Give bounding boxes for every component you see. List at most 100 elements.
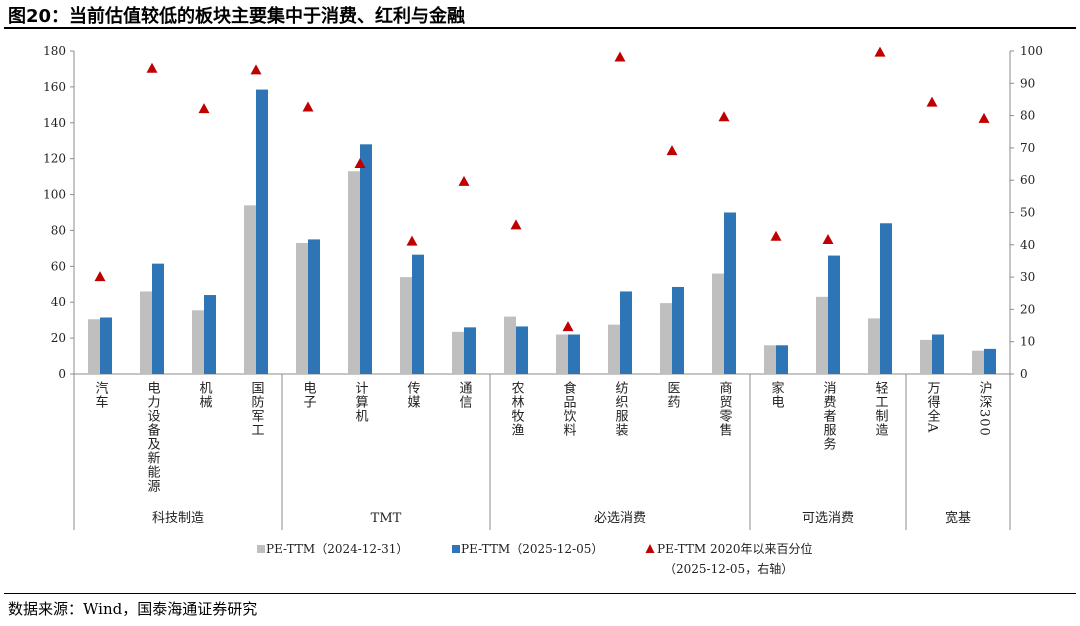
percentile-marker [874, 46, 886, 57]
category-label: 消费者服务 [821, 381, 837, 451]
bar-pe-2025 [776, 345, 788, 374]
legend-label-pe-2025: PE-TTM（2025-12-05） [461, 542, 603, 556]
bar-pe-2025 [620, 291, 632, 374]
right-tick-label: 20 [1020, 302, 1035, 316]
bar-pe-2024 [504, 316, 516, 374]
legend-label-percentile-note: （2025-12-05，右轴） [664, 561, 793, 576]
source-note: 数据来源：Wind，国泰海通证券研究 [8, 600, 258, 618]
legend-label-pe-2024: PE-TTM（2024-12-31） [266, 542, 408, 556]
bar-pe-2024 [816, 296, 828, 374]
category-label: 医药 [665, 381, 681, 409]
category-label: 沪深300 [977, 380, 993, 436]
bar-pe-2024 [608, 324, 620, 374]
percentile-marker [614, 51, 626, 62]
bar-pe-2024 [296, 243, 308, 374]
category-label: 商贸零售 [717, 381, 733, 437]
legend-marker-percentile [645, 544, 655, 553]
legend-swatch-pe-2024 [257, 545, 265, 553]
bar-pe-2024 [140, 291, 152, 374]
right-tick-label: 80 [1020, 109, 1035, 123]
category-label: 电力设备及新能源 [145, 381, 161, 493]
bar-pe-2025 [464, 327, 476, 374]
category-label: 国防军工 [249, 381, 265, 437]
bar-pe-2025 [360, 144, 372, 374]
right-tick-label: 70 [1020, 141, 1035, 155]
bar-pe-2024 [88, 319, 100, 374]
bar-pe-2025 [412, 254, 424, 374]
category-label: 机械 [197, 381, 213, 409]
bar-pe-2024 [192, 310, 204, 374]
left-tick-label: 100 [43, 188, 66, 202]
bar-pe-2024 [712, 273, 724, 374]
percentile-marker [926, 96, 938, 107]
bar-pe-2024 [972, 350, 984, 374]
figure-title: 图20：当前估值较低的板块主要集中于消费、红利与金融 [8, 6, 466, 27]
bar-pe-2025 [724, 212, 736, 374]
category-label: 万得全A [925, 381, 941, 433]
percentile-marker [198, 103, 210, 114]
bar-pe-2024 [764, 345, 776, 374]
right-tick-label: 50 [1020, 206, 1035, 220]
right-tick-label: 0 [1020, 367, 1028, 381]
left-tick-label: 180 [43, 44, 66, 58]
bar-pe-2025 [152, 263, 164, 374]
category-label: 农林牧渔 [509, 381, 525, 437]
right-tick-label: 100 [1020, 44, 1043, 58]
bar-pe-2025 [568, 334, 580, 374]
title-rule [4, 27, 1076, 29]
percentile-marker [302, 101, 314, 112]
percentile-marker [770, 230, 782, 241]
bar-pe-2025 [100, 317, 112, 374]
percentile-marker [94, 271, 106, 282]
legend-label-percentile: PE-TTM 2020年以来百分位 [657, 541, 813, 556]
right-tick-label: 10 [1020, 335, 1035, 349]
right-tick-label: 90 [1020, 76, 1035, 90]
left-tick-label: 0 [58, 367, 66, 381]
bar-pe-2025 [828, 255, 840, 374]
category-label: 轻工制造 [873, 381, 889, 437]
legend-swatch-pe-2025 [452, 545, 460, 553]
bar-pe-2025 [932, 334, 944, 374]
percentile-marker [978, 112, 990, 123]
bar-pe-2024 [244, 205, 256, 374]
bar-pe-2024 [348, 171, 360, 374]
footer-rule [4, 593, 1076, 594]
group-label: 必选消费 [594, 511, 646, 526]
bar-pe-2024 [452, 331, 464, 374]
left-tick-label: 20 [51, 331, 66, 345]
group-label: 科技制造 [152, 511, 204, 526]
bar-pe-2025 [204, 295, 216, 374]
bar-pe-2024 [920, 339, 932, 374]
bar-pe-2025 [672, 286, 684, 374]
bar-pe-2024 [400, 277, 412, 374]
left-tick-label: 60 [51, 259, 66, 273]
percentile-marker [822, 233, 834, 244]
left-tick-label: 120 [43, 152, 66, 166]
percentile-marker [666, 145, 678, 156]
bar-pe-2025 [984, 348, 996, 374]
percentile-marker [250, 64, 262, 75]
right-tick-label: 60 [1020, 173, 1035, 187]
percentile-marker [510, 219, 522, 230]
group-label: 宽基 [945, 510, 971, 526]
category-label: 食品饮料 [561, 380, 577, 437]
percentile-marker [718, 111, 730, 122]
bar-pe-2025 [256, 89, 268, 374]
percentile-marker [406, 235, 418, 246]
percentile-marker [562, 321, 574, 332]
category-label: 纺织服装 [613, 381, 629, 437]
category-label: 汽车 [93, 381, 109, 409]
bar-pe-2025 [308, 239, 320, 374]
percentile-marker [458, 175, 470, 186]
right-tick-label: 30 [1020, 270, 1035, 284]
category-label: 传媒 [405, 381, 421, 409]
bar-pe-2025 [880, 223, 892, 374]
category-label: 计算机 [353, 381, 369, 423]
percentile-marker [146, 62, 158, 73]
chart: 0 20 40 60 80 100 120 140 160 180 0 10 20 30 40 50 60 70 8… [43, 44, 1043, 576]
left-tick-label: 40 [51, 295, 66, 309]
left-tick-label: 160 [43, 80, 66, 94]
group-label: 可选消费 [802, 511, 854, 526]
category-label: 电子 [301, 381, 317, 409]
bar-pe-2024 [868, 318, 880, 374]
